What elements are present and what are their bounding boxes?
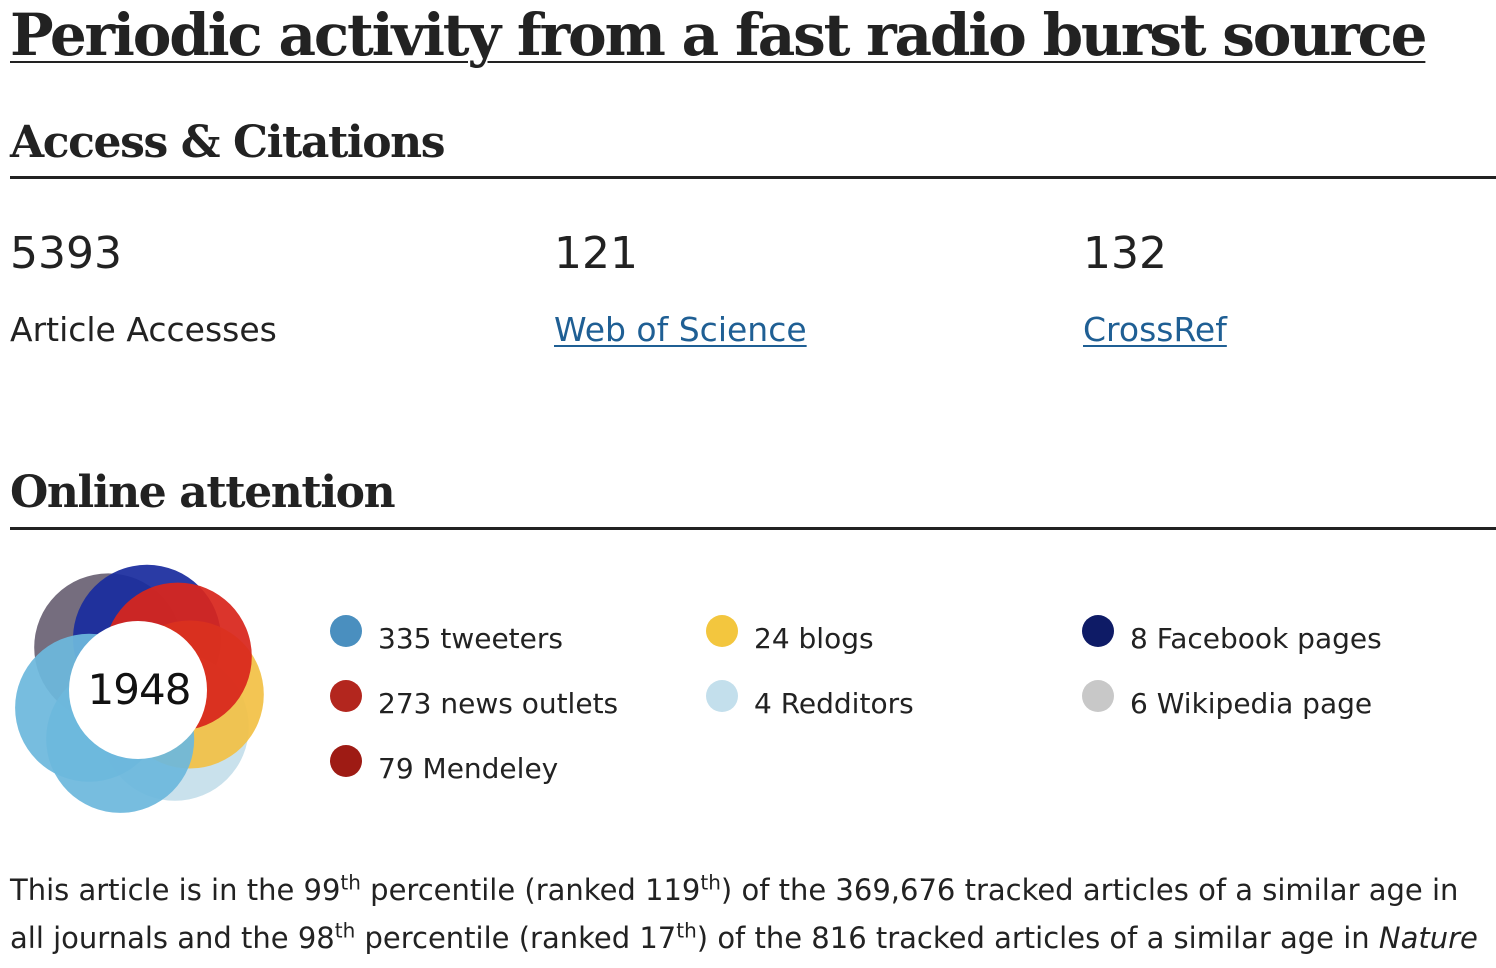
article-accesses-count: 5393 <box>10 228 122 279</box>
online-attention-heading: Online attention <box>10 467 396 518</box>
legend-item-blogs[interactable]: 24 blogs <box>706 615 874 658</box>
reddit-dot-icon <box>706 680 738 712</box>
article-title[interactable]: Periodic activity from a fast radio burs… <box>10 1 1428 69</box>
blogs-dot-icon <box>706 615 738 647</box>
legend-item-facebook-pages[interactable]: 8 Facebook pages <box>1082 615 1382 658</box>
donut-center <box>69 621 207 759</box>
legend-item-redditors[interactable]: 4 Redditors <box>706 680 914 723</box>
web-of-science-count: 121 <box>554 228 638 279</box>
altmetric-score: 1948 <box>87 664 192 714</box>
section-divider <box>10 527 1496 530</box>
crossref-link[interactable]: CrossRef <box>1083 310 1227 349</box>
web-of-science-link[interactable]: Web of Science <box>554 310 807 349</box>
legend-item-wikipedia-page[interactable]: 6 Wikipedia page <box>1082 680 1372 723</box>
section-divider <box>10 176 1496 179</box>
access-citations-heading: Access & Citations <box>10 117 446 168</box>
news-dot-icon <box>330 680 362 712</box>
facebook-dot-icon <box>1082 615 1114 647</box>
legend-item-tweeters[interactable]: 335 tweeters <box>330 615 563 658</box>
legend-item-news-outlets[interactable]: 273 news outlets <box>330 680 618 723</box>
legend-item-mendeley[interactable]: 79 Mendeley <box>330 745 558 788</box>
twitter-dot-icon <box>330 615 362 647</box>
wikipedia-dot-icon <box>1082 680 1114 712</box>
crossref-count: 132 <box>1083 228 1167 279</box>
article-accesses-label: Article Accesses <box>10 310 277 349</box>
mendeley-dot-icon <box>330 745 362 777</box>
altmetric-donut[interactable] <box>10 562 266 818</box>
percentile-summary: This article is in the 99th percentile (… <box>10 870 1478 955</box>
